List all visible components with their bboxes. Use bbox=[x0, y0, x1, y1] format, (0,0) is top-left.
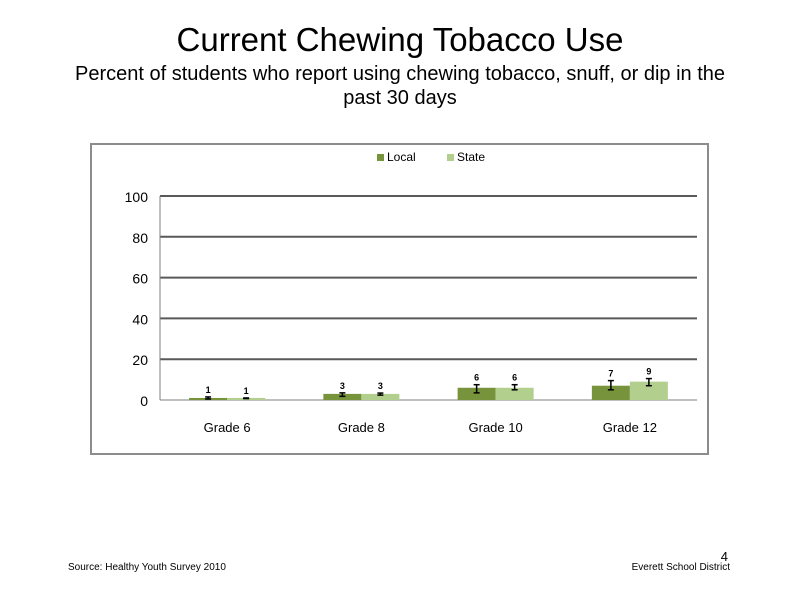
y-tick-label: 0 bbox=[140, 393, 148, 409]
x-tick-label: Grade 6 bbox=[204, 420, 251, 435]
bar bbox=[457, 387, 496, 400]
slide-subtitle: Percent of students who report using che… bbox=[74, 63, 726, 109]
y-tick-label: 20 bbox=[132, 352, 148, 368]
legend-swatch bbox=[377, 154, 384, 161]
y-tick-label: 100 bbox=[125, 189, 149, 205]
bar bbox=[495, 387, 534, 400]
bar bbox=[361, 393, 400, 400]
y-tick-label: 80 bbox=[132, 230, 148, 246]
data-label: 9 bbox=[646, 367, 651, 377]
slide-title: Current Chewing Tobacco Use bbox=[176, 21, 624, 58]
data-label: 3 bbox=[378, 381, 383, 391]
x-tick-label: Grade 8 bbox=[338, 420, 385, 435]
data-label: 6 bbox=[474, 373, 479, 383]
footer-source: Source: Healthy Youth Survey 2010 bbox=[68, 562, 226, 573]
data-label: 1 bbox=[206, 385, 211, 395]
y-tick-label: 60 bbox=[132, 271, 148, 287]
legend-label: Local bbox=[387, 150, 416, 164]
data-label: 1 bbox=[244, 386, 249, 396]
bar bbox=[591, 385, 630, 400]
x-tick-label: Grade 12 bbox=[603, 420, 657, 435]
legend-label: State bbox=[457, 150, 485, 164]
bar-chart: 0 20 40 60 80 100 Grade 6 1 1 Grade 8 3 3 Grade 10 6 6… bbox=[125, 150, 697, 435]
legend-swatch bbox=[447, 154, 454, 161]
page-number: 4 bbox=[720, 549, 728, 564]
bar bbox=[629, 381, 668, 400]
footer-organization: Everett School District bbox=[631, 562, 730, 573]
chart-frame: 0 20 40 60 80 100 Grade 6 1 1 Grade 8 3 3 Grade 10 6 6… bbox=[90, 143, 709, 455]
data-label: 6 bbox=[512, 373, 517, 383]
data-label: 7 bbox=[608, 369, 613, 379]
data-label: 3 bbox=[340, 381, 345, 391]
y-tick-label: 40 bbox=[132, 311, 148, 327]
x-tick-label: Grade 10 bbox=[469, 420, 523, 435]
